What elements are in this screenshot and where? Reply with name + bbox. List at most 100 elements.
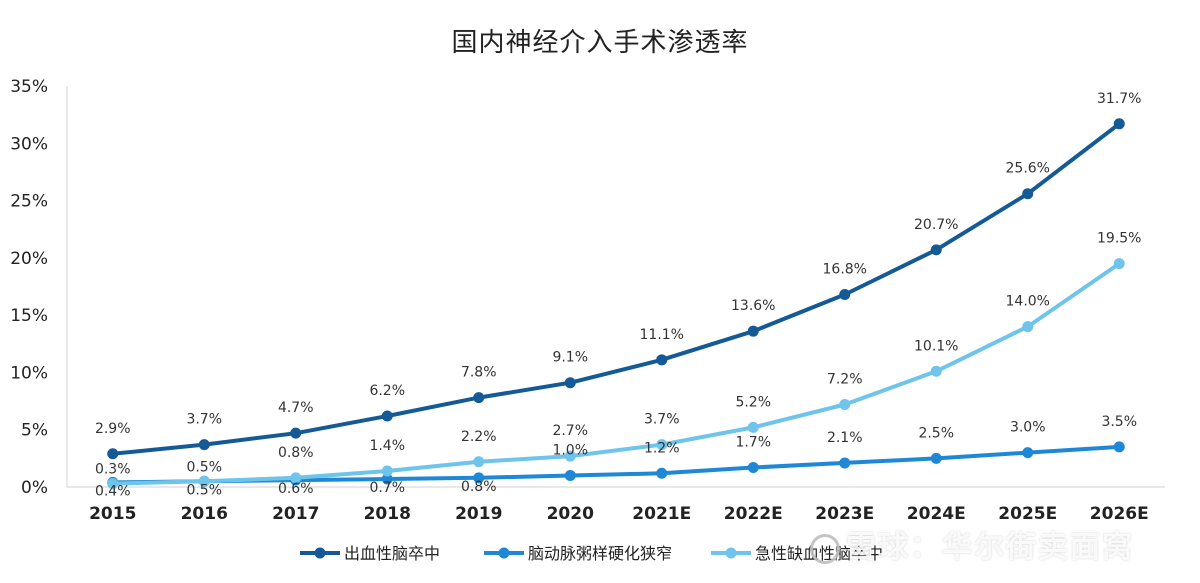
data-point (107, 478, 119, 490)
data-point (564, 470, 576, 482)
data-label: 2.2% (461, 429, 497, 445)
data-point (473, 456, 485, 468)
y-tick-label: 0% (21, 478, 48, 498)
legend-swatch-marker (314, 547, 326, 559)
chart-title: 国内神经介入手术渗透率 (451, 28, 749, 58)
data-point (930, 452, 942, 464)
data-label: 31.7% (1097, 91, 1141, 107)
data-point (1113, 258, 1125, 270)
data-label: 11.1% (640, 327, 684, 343)
x-tick-label: 2015 (89, 504, 136, 524)
x-tick-label: 2020 (547, 504, 594, 524)
y-tick-label: 35% (10, 77, 48, 97)
x-tick-label: 2026E (1090, 504, 1149, 524)
y-tick-label: 10% (10, 363, 48, 383)
series-line (110, 121, 1122, 456)
legend-swatch-marker (725, 547, 737, 559)
series-line (110, 261, 1122, 486)
x-tick-label: 2023E (815, 504, 874, 524)
data-label: 3.7% (186, 412, 222, 428)
y-tick-label: 25% (10, 192, 48, 212)
data-label: 1.4% (369, 438, 405, 454)
data-label: 0.4% (95, 483, 131, 499)
data-label: 0.7% (369, 480, 405, 496)
data-point (564, 377, 576, 389)
data-label: 16.8% (823, 262, 867, 278)
data-label: 9.1% (552, 350, 588, 366)
data-point (1113, 441, 1125, 453)
data-point (381, 410, 393, 422)
data-label: 0.5% (186, 482, 222, 498)
data-point (656, 354, 668, 366)
data-label: 0.8% (278, 445, 314, 461)
data-point (290, 472, 302, 484)
data-point (747, 462, 759, 474)
data-point (839, 399, 851, 411)
data-label: 3.0% (1010, 420, 1046, 436)
data-label: 0.6% (278, 481, 314, 497)
data-label: 7.8% (461, 365, 497, 381)
legend-swatch-marker (498, 547, 510, 559)
data-point (1022, 321, 1034, 333)
data-point (747, 325, 759, 337)
x-tick-label: 2018 (364, 504, 411, 524)
data-label: 0.5% (186, 459, 222, 475)
data-label: 14.0% (1006, 294, 1050, 310)
data-label: 2.5% (918, 425, 954, 441)
data-label: 20.7% (914, 217, 958, 233)
data-label: 4.7% (278, 400, 314, 416)
data-point (656, 439, 668, 451)
data-point (473, 472, 485, 484)
data-point (381, 465, 393, 477)
data-point (656, 467, 668, 479)
data-label: 5.2% (735, 394, 771, 410)
data-label: 0.8% (461, 479, 497, 495)
x-tick-label: 2021E (632, 504, 691, 524)
legend-label: 出血性脑卒中 (344, 544, 440, 563)
data-point (473, 392, 485, 404)
data-point (564, 450, 576, 462)
data-point (107, 448, 119, 460)
data-point (1022, 447, 1034, 459)
y-tick-label: 30% (10, 134, 48, 154)
x-tick-label: 2019 (455, 504, 502, 524)
y-tick-label: 20% (10, 249, 48, 269)
y-tick-label: 15% (10, 306, 48, 326)
data-point (381, 473, 393, 485)
data-label: 3.5% (1101, 414, 1137, 430)
x-tick-label: 2024E (907, 504, 966, 524)
data-point (839, 289, 851, 301)
data-point (198, 475, 210, 487)
data-label: 13.6% (731, 298, 775, 314)
watermark: 雪球：华尔街卖面窝 (810, 522, 1134, 566)
data-point (290, 427, 302, 439)
data-label: 3.7% (644, 412, 680, 428)
x-tick-label: 2016 (181, 504, 228, 524)
data-label: 10.1% (914, 338, 958, 354)
watermark-text: 雪球：华尔街卖面窝 (846, 530, 1134, 565)
x-tick-label: 2025E (998, 504, 1057, 524)
y-tick-label: 5% (21, 421, 48, 441)
data-label: 2.9% (95, 421, 131, 437)
x-tick-label: 2022E (724, 504, 783, 524)
data-label: 2.1% (827, 430, 863, 446)
data-point (930, 244, 942, 256)
data-label: 7.2% (827, 372, 863, 388)
data-label: 0.3% (95, 462, 131, 478)
data-label: 19.5% (1097, 231, 1141, 247)
data-point (1113, 118, 1125, 130)
data-point (1022, 188, 1034, 200)
data-label: 2.7% (552, 423, 588, 439)
data-label: 25.6% (1006, 161, 1050, 177)
data-point (839, 457, 851, 469)
data-point (930, 365, 942, 377)
data-point (747, 421, 759, 433)
legend-label: 脑动脉粥样硬化狭窄 (528, 544, 672, 563)
data-label: 1.2% (644, 440, 680, 456)
snowball-logo-icon (810, 533, 840, 564)
x-tick-label: 2017 (272, 504, 319, 524)
data-point (198, 439, 210, 451)
data-label: 6.2% (369, 383, 405, 399)
data-label: 1.7% (735, 435, 771, 451)
